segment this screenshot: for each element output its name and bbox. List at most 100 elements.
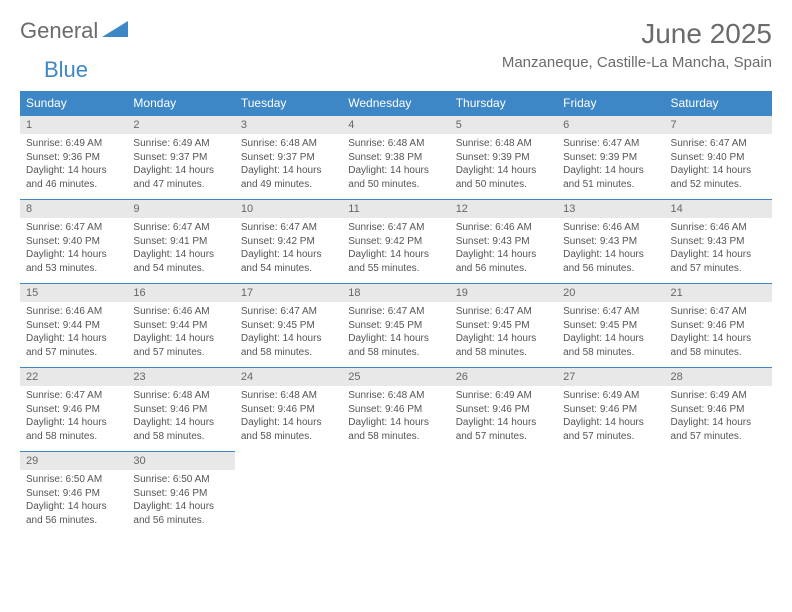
day-details: Sunrise: 6:49 AMSunset: 9:46 PMDaylight:… <box>557 386 664 449</box>
day-number: 27 <box>557 367 664 386</box>
calendar-day-cell: .. <box>450 451 557 535</box>
sunrise-line: Sunrise: 6:47 AM <box>348 221 443 235</box>
sunset-line: Sunset: 9:40 PM <box>671 151 766 165</box>
sunrise-line: Sunrise: 6:46 AM <box>671 221 766 235</box>
daylight-line: Daylight: 14 hours and 58 minutes. <box>241 416 336 443</box>
daylight-duration: 14 hours and 58 minutes. <box>671 333 752 358</box>
sunset-line: Sunset: 9:45 PM <box>456 319 551 333</box>
calendar-week-row: 29Sunrise: 6:50 AMSunset: 9:46 PMDayligh… <box>20 451 772 535</box>
daylight-line: Daylight: 14 hours and 54 minutes. <box>133 248 228 275</box>
day-number: 9 <box>127 199 234 218</box>
weekday-header: Monday <box>127 91 234 115</box>
calendar-day-cell: 3Sunrise: 6:48 AMSunset: 9:37 PMDaylight… <box>235 115 342 199</box>
day-details: Sunrise: 6:47 AMSunset: 9:45 PMDaylight:… <box>342 302 449 365</box>
sunset-time: 9:41 PM <box>170 236 207 247</box>
day-number: 13 <box>557 199 664 218</box>
sunset-time: 9:39 PM <box>492 152 529 163</box>
calendar-week-row: 1Sunrise: 6:49 AMSunset: 9:36 PMDaylight… <box>20 115 772 199</box>
sunset-line: Sunset: 9:46 PM <box>671 403 766 417</box>
sunset-line: Sunset: 9:39 PM <box>456 151 551 165</box>
sunrise-line: Sunrise: 6:46 AM <box>563 221 658 235</box>
day-number: 25 <box>342 367 449 386</box>
sunset-line: Sunset: 9:45 PM <box>563 319 658 333</box>
weekday-header: Wednesday <box>342 91 449 115</box>
day-details: Sunrise: 6:47 AMSunset: 9:46 PMDaylight:… <box>665 302 772 365</box>
daylight-duration: 14 hours and 51 minutes. <box>563 165 644 190</box>
day-number: 6 <box>557 115 664 134</box>
daylight-duration: 14 hours and 58 minutes. <box>456 333 537 358</box>
day-details: Sunrise: 6:46 AMSunset: 9:44 PMDaylight:… <box>127 302 234 365</box>
day-number: 12 <box>450 199 557 218</box>
sunrise-time: 6:48 AM <box>495 138 532 149</box>
sunrise-time: 6:48 AM <box>388 390 425 401</box>
sunset-line: Sunset: 9:41 PM <box>133 235 228 249</box>
sunrise-time: 6:48 AM <box>280 138 317 149</box>
day-details: Sunrise: 6:48 AMSunset: 9:46 PMDaylight:… <box>235 386 342 449</box>
day-number: 28 <box>665 367 772 386</box>
sunrise-time: 6:49 AM <box>65 138 102 149</box>
sunrise-time: 6:46 AM <box>603 222 640 233</box>
day-number: 18 <box>342 283 449 302</box>
day-number: 3 <box>235 115 342 134</box>
calendar-day-cell: 20Sunrise: 6:47 AMSunset: 9:45 PMDayligh… <box>557 283 664 367</box>
day-details: Sunrise: 6:48 AMSunset: 9:38 PMDaylight:… <box>342 134 449 197</box>
sunrise-line: Sunrise: 6:47 AM <box>671 305 766 319</box>
month-title: June 2025 <box>502 18 772 50</box>
daylight-line: Daylight: 14 hours and 58 minutes. <box>26 416 121 443</box>
day-details: Sunrise: 6:47 AMSunset: 9:45 PMDaylight:… <box>235 302 342 365</box>
calendar-day-cell: .. <box>557 451 664 535</box>
sunrise-line: Sunrise: 6:48 AM <box>133 389 228 403</box>
sunrise-line: Sunrise: 6:47 AM <box>563 305 658 319</box>
day-details: Sunrise: 6:49 AMSunset: 9:36 PMDaylight:… <box>20 134 127 197</box>
sunrise-time: 6:47 AM <box>65 390 102 401</box>
day-number: 10 <box>235 199 342 218</box>
sunset-line: Sunset: 9:45 PM <box>241 319 336 333</box>
calendar-day-cell: 17Sunrise: 6:47 AMSunset: 9:45 PMDayligh… <box>235 283 342 367</box>
sunrise-time: 6:47 AM <box>388 306 425 317</box>
daylight-line: Daylight: 14 hours and 58 minutes. <box>563 332 658 359</box>
daylight-duration: 14 hours and 58 minutes. <box>241 333 322 358</box>
calendar-day-cell: 6Sunrise: 6:47 AMSunset: 9:39 PMDaylight… <box>557 115 664 199</box>
sunset-line: Sunset: 9:46 PM <box>133 487 228 501</box>
sunset-line: Sunset: 9:44 PM <box>133 319 228 333</box>
sunrise-line: Sunrise: 6:47 AM <box>563 137 658 151</box>
sunset-time: 9:46 PM <box>278 404 315 415</box>
sunset-time: 9:46 PM <box>600 404 637 415</box>
daylight-line: Daylight: 14 hours and 58 minutes. <box>671 332 766 359</box>
calendar-day-cell: 13Sunrise: 6:46 AMSunset: 9:43 PMDayligh… <box>557 199 664 283</box>
day-details: Sunrise: 6:46 AMSunset: 9:43 PMDaylight:… <box>450 218 557 281</box>
calendar-day-cell: 10Sunrise: 6:47 AMSunset: 9:42 PMDayligh… <box>235 199 342 283</box>
day-number: 8 <box>20 199 127 218</box>
calendar-week-row: 15Sunrise: 6:46 AMSunset: 9:44 PMDayligh… <box>20 283 772 367</box>
sunrise-line: Sunrise: 6:49 AM <box>456 389 551 403</box>
sunset-time: 9:46 PM <box>170 404 207 415</box>
day-details: Sunrise: 6:48 AMSunset: 9:46 PMDaylight:… <box>342 386 449 449</box>
calendar-day-cell: 29Sunrise: 6:50 AMSunset: 9:46 PMDayligh… <box>20 451 127 535</box>
calendar-day-cell: 28Sunrise: 6:49 AMSunset: 9:46 PMDayligh… <box>665 367 772 451</box>
sunrise-line: Sunrise: 6:48 AM <box>241 137 336 151</box>
day-number: 4 <box>342 115 449 134</box>
daylight-duration: 14 hours and 56 minutes. <box>133 501 214 526</box>
daylight-line: Daylight: 14 hours and 58 minutes. <box>456 332 551 359</box>
daylight-duration: 14 hours and 58 minutes. <box>133 417 214 442</box>
sunrise-line: Sunrise: 6:49 AM <box>133 137 228 151</box>
day-details: Sunrise: 6:46 AMSunset: 9:43 PMDaylight:… <box>557 218 664 281</box>
daylight-duration: 14 hours and 57 minutes. <box>563 417 644 442</box>
daylight-line: Daylight: 14 hours and 56 minutes. <box>456 248 551 275</box>
calendar-day-cell: 9Sunrise: 6:47 AMSunset: 9:41 PMDaylight… <box>127 199 234 283</box>
daylight-duration: 14 hours and 56 minutes. <box>456 249 537 274</box>
sunrise-time: 6:47 AM <box>388 222 425 233</box>
calendar-day-cell: 14Sunrise: 6:46 AMSunset: 9:43 PMDayligh… <box>665 199 772 283</box>
sunset-line: Sunset: 9:38 PM <box>348 151 443 165</box>
daylight-line: Daylight: 14 hours and 57 minutes. <box>671 248 766 275</box>
daylight-line: Daylight: 14 hours and 57 minutes. <box>456 416 551 443</box>
day-number: 1 <box>20 115 127 134</box>
daylight-duration: 14 hours and 57 minutes. <box>26 333 107 358</box>
sunrise-time: 6:47 AM <box>710 138 747 149</box>
day-number: 14 <box>665 199 772 218</box>
day-number: 30 <box>127 451 234 470</box>
day-number: 16 <box>127 283 234 302</box>
calendar-day-cell: 18Sunrise: 6:47 AMSunset: 9:45 PMDayligh… <box>342 283 449 367</box>
sunrise-line: Sunrise: 6:47 AM <box>348 305 443 319</box>
daylight-line: Daylight: 14 hours and 50 minutes. <box>456 164 551 191</box>
